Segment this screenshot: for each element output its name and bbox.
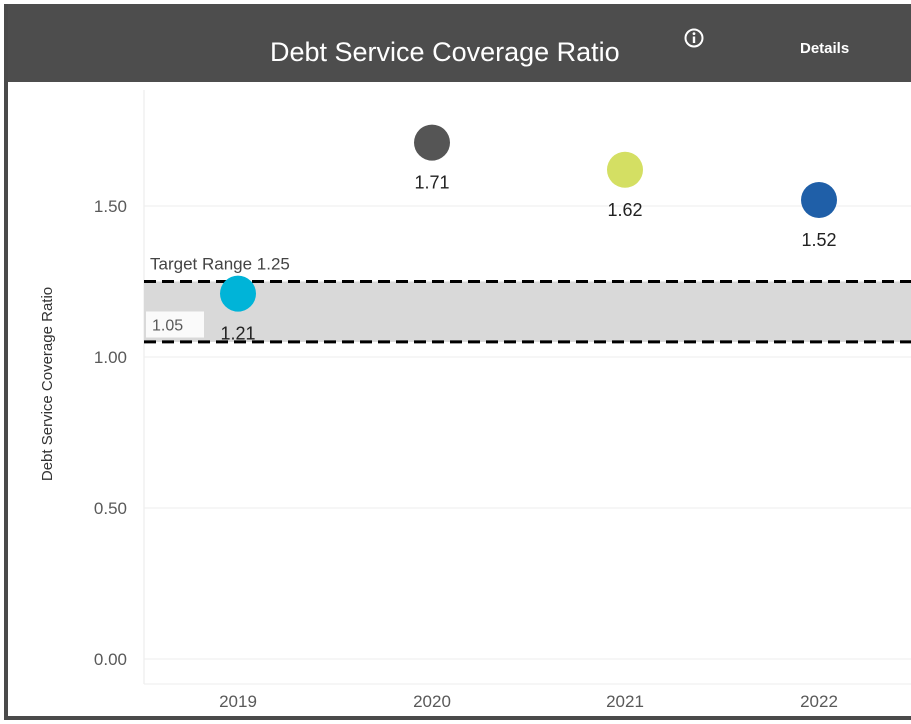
y-axis-title: Debt Service Coverage Ratio [39,287,56,481]
target-band [144,281,911,342]
y-tick-label: 0.00 [94,650,127,669]
data-point [220,275,256,312]
y-tick-label: 1.00 [94,348,127,367]
target-lower-label-bg [146,311,204,338]
y-tick-label: 1.50 [94,197,127,216]
details-link[interactable]: Details [800,40,850,57]
chart-header: Debt Service Coverage Ratio Details [8,4,911,82]
data-point [607,151,643,188]
info-icon[interactable] [684,28,704,48]
x-tick-label: 2021 [606,692,644,711]
data-label: 1.52 [801,230,836,250]
data-label: 1.62 [607,200,642,220]
chart-plot: 0.00 0.50 1.00 1.50 Target Range 1.25 1.05 201… [39,90,911,711]
target-lower-label: 1.05 [152,318,183,335]
y-tick-label: 0.50 [94,499,127,518]
chart-title: Debt Service Coverage Ratio [270,37,620,67]
data-point [801,181,837,218]
x-tick-label: 2022 [800,692,838,711]
data-point [414,124,450,161]
data-label: 1.71 [414,173,449,193]
x-tick-label: 2019 [219,692,257,711]
chart-panel: Debt Service Coverage Ratio Details 0.00… [4,4,911,720]
target-upper-label: Target Range 1.25 [150,255,290,274]
data-label: 1.21 [220,324,255,344]
x-tick-label: 2020 [413,692,451,711]
